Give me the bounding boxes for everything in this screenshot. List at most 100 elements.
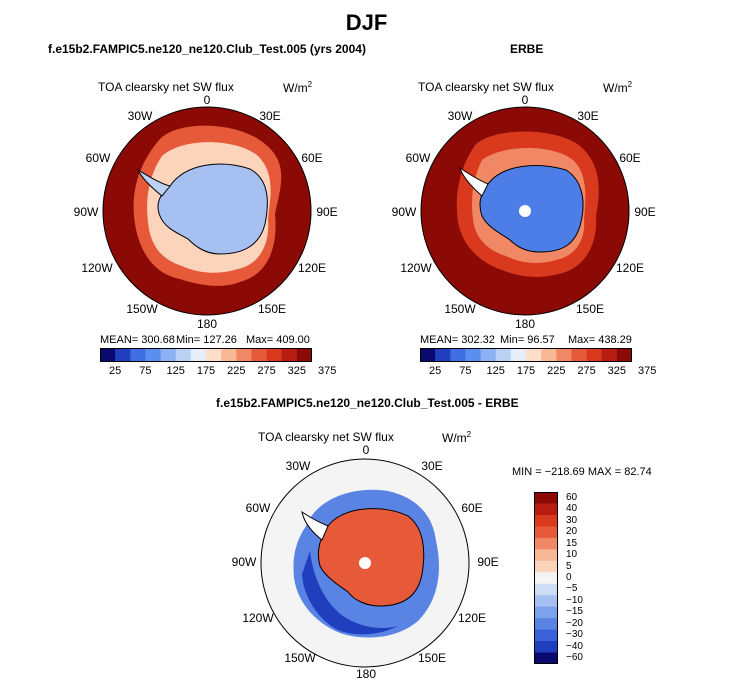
- variable-label: TOA clearsky net SW flux: [258, 430, 394, 444]
- min-stat: Min= 127.26: [176, 334, 237, 346]
- colorbar-vertical: [534, 492, 558, 664]
- antarctica-land: [157, 163, 268, 255]
- lon-label-90e: 90E: [634, 205, 656, 219]
- colorbar-swatch: [534, 503, 558, 516]
- main-title: DJF: [345, 10, 388, 35]
- lon-label-150e: 150E: [417, 651, 447, 665]
- colorbar-swatch: [296, 348, 312, 362]
- colorbar-border: [420, 348, 632, 362]
- colorbar-swatch: [465, 348, 482, 362]
- colorbar-tick-label: 225: [227, 365, 246, 377]
- colorbar: [420, 348, 632, 362]
- lon-label-180: 180: [196, 317, 218, 331]
- colorbar-swatch: [160, 348, 177, 362]
- lon-label-150e: 150E: [257, 302, 287, 316]
- panel-title: ERBE: [510, 42, 544, 56]
- colorbar-swatch: [534, 652, 558, 664]
- colorbar-ticks: 25 75 125 175 225 275 325 375: [100, 365, 336, 379]
- colorbar-tick-label: 75: [139, 365, 152, 377]
- pole-hole: [519, 205, 531, 217]
- lon-label-120w: 120W: [400, 261, 432, 275]
- lon-label-120e: 120E: [457, 611, 487, 625]
- colorbar-swatch: [534, 492, 558, 504]
- colorbar-swatch: [534, 595, 558, 608]
- colorbar-tick-label: −20: [566, 617, 583, 629]
- colorbar-tick-label: 10: [566, 549, 578, 561]
- colorbar-swatch: [190, 348, 207, 362]
- colorbar-ticks: 25 75 125 175 225 275 325 375: [420, 365, 656, 379]
- map-border: [102, 106, 312, 316]
- lon-label-150w: 150W: [444, 302, 476, 316]
- lon-label-90e: 90E: [316, 205, 338, 219]
- colorbar-tick-label: 60: [566, 492, 578, 503]
- colorbar-swatch: [236, 348, 252, 362]
- colorbar-swatch: [534, 560, 558, 573]
- colorbar-swatch: [251, 348, 268, 362]
- colorbar-border: [100, 348, 312, 362]
- colorbar-tick-label: 30: [566, 514, 578, 526]
- lon-label-30e: 30E: [259, 109, 281, 123]
- colorbar-tick-label: −5: [566, 583, 578, 595]
- lon-label-30w: 30W: [447, 109, 473, 123]
- lon-label-120e: 120E: [297, 261, 327, 275]
- map-border: [420, 106, 630, 316]
- lon-label-0: 0: [203, 93, 211, 107]
- lon-label-60w: 60W: [85, 151, 111, 165]
- colorbar-swatch: [534, 618, 558, 631]
- colorbar-tick-label: −15: [566, 606, 583, 618]
- colorbar-swatch: [534, 606, 558, 619]
- colorbar-swatch: [534, 549, 558, 562]
- colorbar-swatch: [221, 348, 237, 362]
- colorbar-tick-label: 325: [607, 365, 627, 377]
- colorbar-tick-label: 125: [486, 365, 505, 377]
- colorbar-swatch: [526, 348, 542, 362]
- colorbar-tick-label: −60: [566, 652, 583, 664]
- map-border: [260, 458, 470, 668]
- lon-label-90w: 90W: [231, 555, 257, 569]
- colorbar-swatch: [534, 629, 558, 642]
- lon-label-60w: 60W: [245, 501, 271, 515]
- colorbar-swatch: [534, 572, 558, 585]
- colorbar-tick-label: 5: [566, 560, 572, 572]
- lon-label-30w: 30W: [285, 459, 311, 473]
- colorbar-tick-label: 175: [196, 365, 216, 377]
- lon-label-90w: 90W: [391, 205, 417, 219]
- colorbar-swatch: [281, 348, 298, 362]
- ice-edge-strong-negative: [302, 551, 398, 635]
- colorbar-tick-label: 25: [109, 365, 122, 377]
- colorbar-tick-label: 275: [577, 365, 596, 377]
- lon-label-150e: 150E: [575, 302, 605, 316]
- colorbar-tick-label: −40: [566, 640, 583, 652]
- peninsula: [136, 168, 171, 197]
- colorbar-swatch: [450, 348, 466, 362]
- colorbar-tick-label: 15: [566, 537, 578, 549]
- peninsula: [459, 166, 489, 197]
- lon-label-180: 180: [514, 317, 536, 331]
- colorbar-tick-label: 325: [287, 365, 307, 377]
- mean-stat: MEAN= 300.68: [100, 334, 175, 346]
- polar-map-model: [102, 106, 312, 316]
- colorbar-tick-label: 275: [257, 365, 276, 377]
- colorbar-tick-label: 375: [637, 365, 657, 377]
- polar-map-erbe: [420, 106, 630, 316]
- lon-label-60w: 60W: [405, 151, 431, 165]
- colorbar-swatch: [266, 348, 283, 362]
- colorbar-swatch: [100, 348, 116, 362]
- max-stat: Max= 438.29: [568, 334, 632, 346]
- colorbar-swatch: [534, 537, 558, 550]
- colorbar-swatch: [534, 526, 558, 539]
- colorbar-tick-label: 225: [547, 365, 566, 377]
- colorbar-swatch: [616, 348, 632, 362]
- variable-label: TOA clearsky net SW flux: [98, 80, 234, 94]
- lon-label-0: 0: [521, 93, 529, 107]
- lon-label-30w: 30W: [127, 109, 153, 123]
- colorbar-swatch: [510, 348, 527, 362]
- colorbar-swatch: [571, 348, 588, 362]
- colorbar-tick-label: −30: [566, 629, 583, 641]
- peninsula-gap: [301, 510, 329, 541]
- lon-label-120e: 120E: [615, 261, 645, 275]
- pole-hole: [359, 557, 371, 569]
- colorbar-swatch: [495, 348, 512, 362]
- colorbar-swatch: [586, 348, 603, 362]
- colorbar-tick-label: 20: [566, 526, 578, 538]
